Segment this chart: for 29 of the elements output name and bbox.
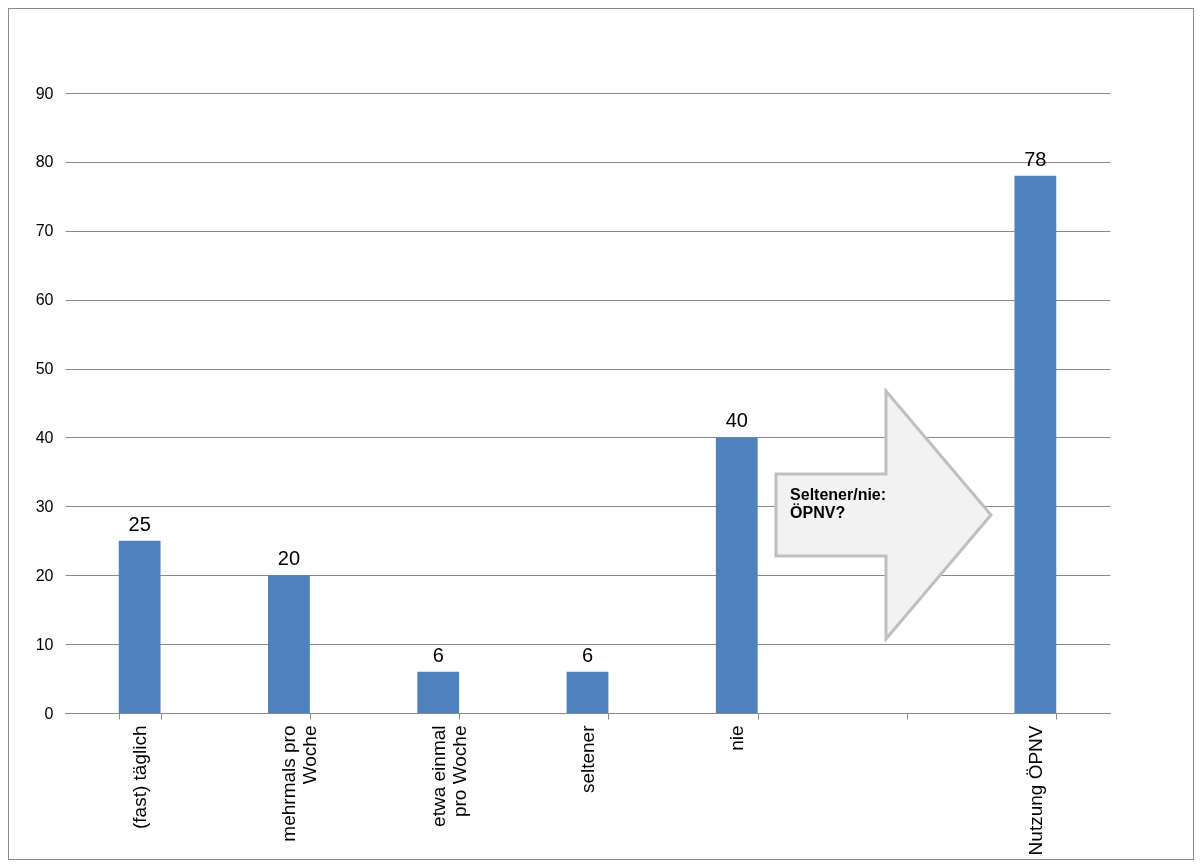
y-tick-label: 20 [35, 566, 54, 584]
annotation: Seltener/nie: ÖPNV? [790, 486, 888, 523]
bar [566, 671, 609, 713]
bar [417, 671, 460, 713]
data-label: 25 [128, 512, 151, 535]
data-label: 6 [432, 643, 444, 666]
y-tick-label: 50 [35, 360, 54, 378]
x-tick-label: (fast) täglich [129, 725, 151, 829]
x-tick-label: Nutzung ÖPNV [1024, 725, 1046, 856]
x-tick-label: etwa einmal pro Woche [427, 725, 470, 827]
y-tick-label: 10 [35, 635, 54, 653]
bar [118, 540, 161, 713]
y-tick-label: 60 [35, 291, 54, 309]
y-tick-label: 30 [35, 497, 54, 515]
y-tick-label: 40 [35, 428, 54, 446]
data-label: 20 [277, 547, 301, 570]
y-tick-label: 0 [44, 704, 54, 722]
data-label: 6 [581, 643, 594, 666]
bar [715, 437, 758, 713]
data-label: 40 [725, 409, 748, 432]
x-tick-label: seltener [577, 724, 598, 794]
data-label: 78 [1024, 147, 1047, 170]
x-tick-label: nie [726, 725, 748, 751]
y-tick-label: 70 [35, 222, 54, 240]
x-tick-label: mehrmals pro Woche [278, 725, 321, 842]
bar [268, 575, 310, 713]
y-tick-label: 80 [35, 153, 54, 171]
bar [1014, 175, 1057, 713]
y-tick-label: 90 [35, 84, 54, 102]
